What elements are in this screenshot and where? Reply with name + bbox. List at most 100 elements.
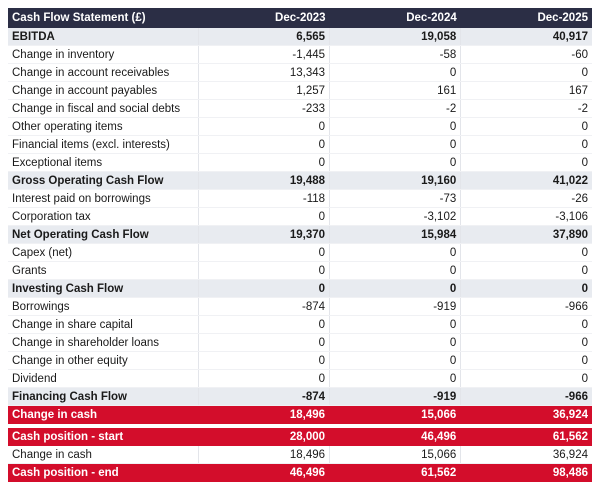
table-row: Cash position - end 46,496 61,562 98,486 [8,463,592,482]
row-label: EBITDA [8,28,199,46]
table-row: Gross Operating Cash Flow 19,488 19,160 41,… [8,171,592,190]
value-cell: 0 [329,261,461,280]
value-cell: 0 [197,279,330,298]
value-cell: -58 [329,45,461,64]
row-label: Change in other equity [8,351,199,370]
value-cell: 0 [460,333,592,352]
row-label: Interest paid on borrowings [8,189,199,208]
value-cell: -966 [460,387,592,406]
value-cell: 0 [197,207,330,226]
row-label: Borrowings [8,297,199,316]
value-cell: 0 [329,63,461,82]
value-cell: 18,496 [197,405,330,424]
table-row: Change in inventory -1,445 -58 -60 [8,45,592,64]
value-cell: 0 [460,153,592,172]
table-row: Borrowings -874 -919 -966 [8,297,592,316]
row-label: Change in account receivables [8,63,199,82]
value-cell: 19,160 [329,171,461,190]
table-row: Interest paid on borrowings -118 -73 -26 [8,189,592,208]
header-cell: Cash Flow Statement (£) [8,8,199,28]
value-cell: 19,370 [197,225,330,244]
table-row: Dividend 0 0 0 [8,369,592,388]
value-cell: -73 [329,189,461,208]
value-cell: 37,890 [460,225,592,244]
value-cell: 98,486 [460,463,592,482]
row-label: Financial items (excl. interests) [8,135,199,154]
row-label: Other operating items [8,117,199,136]
row-label: Change in fiscal and social debts [8,99,199,118]
table-row: Change in fiscal and social debts -233 -2-… [8,99,592,118]
row-label: Financing Cash Flow [8,387,199,406]
value-cell: 0 [329,369,461,388]
value-cell: -118 [197,189,330,208]
row-label: Change in inventory [8,45,199,64]
row-label: Change in share capital [8,315,199,334]
row-label: Grants [8,261,199,280]
value-cell: 0 [197,261,330,280]
row-label: Cash position - end [8,463,199,482]
table-row: Change in other equity 0 0 0 [8,351,592,370]
table-row: Exceptional items 0 0 0 [8,153,592,172]
header-cell: Dec-2025 [460,8,592,28]
value-cell: 0 [329,279,461,298]
value-cell: -3,106 [460,207,592,226]
value-cell: 0 [197,351,330,370]
value-cell: -966 [460,297,592,316]
row-label: Change in account payables [8,81,199,100]
value-cell: -26 [460,189,592,208]
value-cell: 0 [197,135,330,154]
table-row: Cash position - start 28,000 46,496 61,562 [8,428,592,446]
row-label: Cash position - start [8,428,199,446]
value-cell: 13,343 [197,63,330,82]
row-label: Change in cash [8,445,199,464]
row-label: Capex (net) [8,243,199,262]
value-cell: 41,022 [460,171,592,190]
table-row: Change in cash 18,496 15,066 36,924 [8,445,592,464]
row-label: Change in shareholder loans [8,333,199,352]
header-row: Cash Flow Statement (£) Dec-2023 Dec-2024 D… [8,8,592,28]
value-cell: 0 [329,315,461,334]
row-label: Change in cash [8,405,199,424]
value-cell: 0 [197,369,330,388]
value-cell: 1,257 [197,81,330,100]
value-cell: 28,000 [197,428,330,446]
value-cell: 15,066 [329,445,461,464]
spacer [8,423,592,428]
value-cell: 0 [460,315,592,334]
value-cell: 0 [329,243,461,262]
table-row: Financial items (excl. interests) 0 0 0 [8,135,592,154]
value-cell: 0 [329,333,461,352]
value-cell: 0 [460,135,592,154]
value-cell: 15,066 [329,405,461,424]
value-cell: -874 [197,387,330,406]
value-cell: 0 [197,243,330,262]
value-cell: 0 [197,153,330,172]
value-cell: 36,924 [460,445,592,464]
header-cell: Dec-2024 [329,8,461,28]
row-label: Gross Operating Cash Flow [8,171,199,190]
value-cell: 15,984 [329,225,461,244]
value-cell: -3,102 [329,207,461,226]
value-cell: 46,496 [197,463,330,482]
value-cell: 6,565 [197,28,330,46]
value-cell: -233 [197,99,330,118]
header-cell: Dec-2023 [198,8,330,28]
value-cell: 0 [329,117,461,136]
table-row: Net Operating Cash Flow 19,370 15,984 37,89… [8,225,592,244]
value-cell: 0 [460,369,592,388]
value-cell: -919 [329,387,461,406]
value-cell: 0 [329,153,461,172]
value-cell: 19,058 [329,28,461,46]
row-label: Dividend [8,369,199,388]
value-cell: 19,488 [197,171,330,190]
row-label: Net Operating Cash Flow [8,225,199,244]
table-row: Grants 0 0 0 [8,261,592,280]
value-cell: 0 [460,279,592,298]
table-row: Investing Cash Flow 0 0 0 [8,279,592,298]
value-cell: -2 [460,99,592,118]
table-row: Change in account receivables 13,343 0 0 [8,63,592,82]
value-cell: -919 [329,297,461,316]
value-cell: 0 [460,351,592,370]
value-cell: 0 [197,333,330,352]
